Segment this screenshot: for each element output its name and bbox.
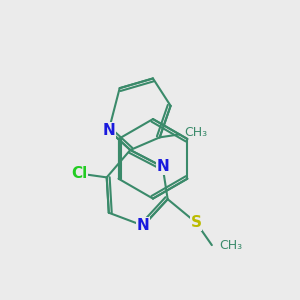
Text: S: S [191,215,202,230]
Text: N: N [156,159,169,174]
Text: N: N [102,123,115,138]
Text: CH₃: CH₃ [219,238,242,252]
Text: N: N [137,218,150,233]
Text: Cl: Cl [71,166,88,181]
Text: CH₃: CH₃ [184,126,207,140]
